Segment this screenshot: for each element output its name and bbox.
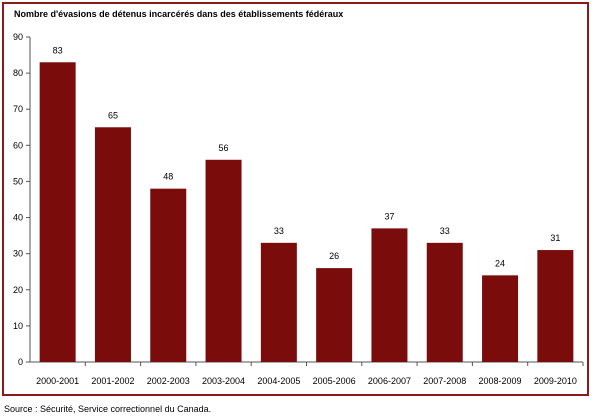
y-tick-label: 70 — [13, 104, 23, 114]
data-label: 33 — [274, 226, 284, 236]
bar — [39, 62, 76, 363]
y-tick-label: 20 — [13, 285, 23, 295]
data-label: 33 — [440, 226, 450, 236]
bar — [537, 250, 574, 362]
bar — [482, 275, 519, 362]
data-label: 48 — [163, 172, 173, 182]
data-label: 83 — [53, 45, 63, 55]
bar — [205, 159, 242, 362]
y-tick-label: 80 — [13, 68, 23, 78]
y-tick-label: 90 — [13, 32, 23, 42]
data-label: 56 — [219, 143, 229, 153]
x-tick-label: 2001-2002 — [91, 376, 134, 386]
data-label: 31 — [550, 233, 560, 243]
y-tick-label: 0 — [18, 357, 23, 367]
y-tick-label: 30 — [13, 249, 23, 259]
data-label: 26 — [329, 251, 339, 261]
x-tick-label: 2003-2004 — [202, 376, 245, 386]
x-tick-label: 2000-2001 — [36, 376, 79, 386]
y-tick-label: 50 — [13, 176, 23, 186]
bar — [426, 242, 463, 362]
data-label: 65 — [108, 110, 118, 120]
x-tick-label: 2008-2009 — [479, 376, 522, 386]
bar — [316, 268, 353, 362]
bar-chart: 0 10 20 30 40 50 60 70 80 90 83 2000-2001 65 2001-200… — [13, 32, 584, 386]
bar — [94, 127, 131, 363]
chart-title: Nombre d'évasions de détenus incarcérés … — [14, 9, 344, 19]
source-note: Source : Sécurité, Service correctionnel… — [4, 404, 212, 414]
x-tick-label: 2009-2010 — [534, 376, 577, 386]
bar — [150, 188, 187, 362]
bar — [260, 242, 297, 362]
y-tick-label: 60 — [13, 140, 23, 150]
data-label: 24 — [495, 258, 505, 268]
x-tick-label: 2006-2007 — [368, 376, 411, 386]
x-tick-label: 2002-2003 — [147, 376, 190, 386]
y-tick-label: 10 — [13, 321, 23, 331]
x-tick-label: 2005-2006 — [313, 376, 356, 386]
bar — [371, 228, 408, 362]
x-tick-label: 2007-2008 — [423, 376, 466, 386]
x-tick-label: 2004-2005 — [257, 376, 300, 386]
data-label: 37 — [384, 211, 394, 221]
y-tick-label: 40 — [13, 213, 23, 223]
